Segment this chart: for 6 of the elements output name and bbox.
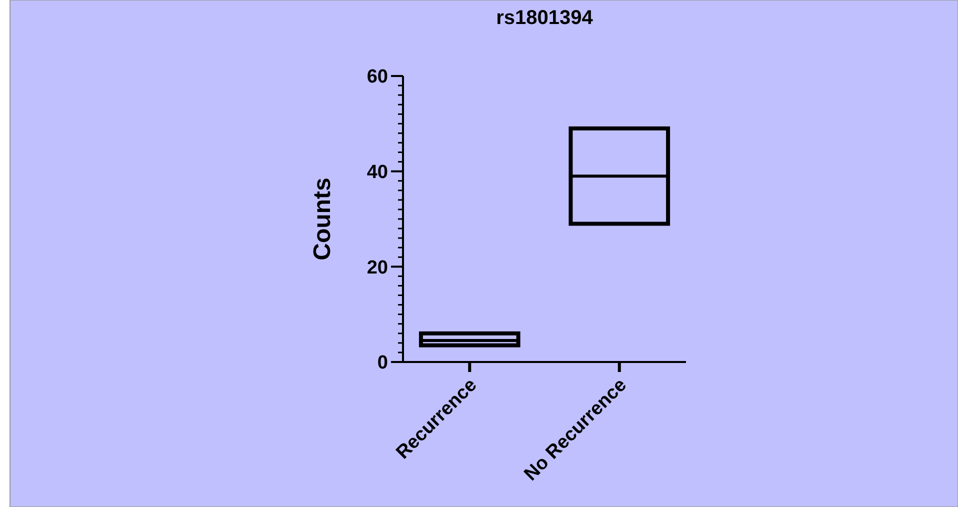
y-tick-label: 20 bbox=[366, 257, 388, 278]
chart-title: rs1801394 bbox=[496, 7, 594, 29]
y-axis-title: Counts bbox=[309, 178, 336, 260]
y-tick-label: 0 bbox=[377, 352, 388, 374]
y-tick-label: 40 bbox=[366, 162, 388, 183]
y-tick-label: 60 bbox=[366, 66, 388, 88]
